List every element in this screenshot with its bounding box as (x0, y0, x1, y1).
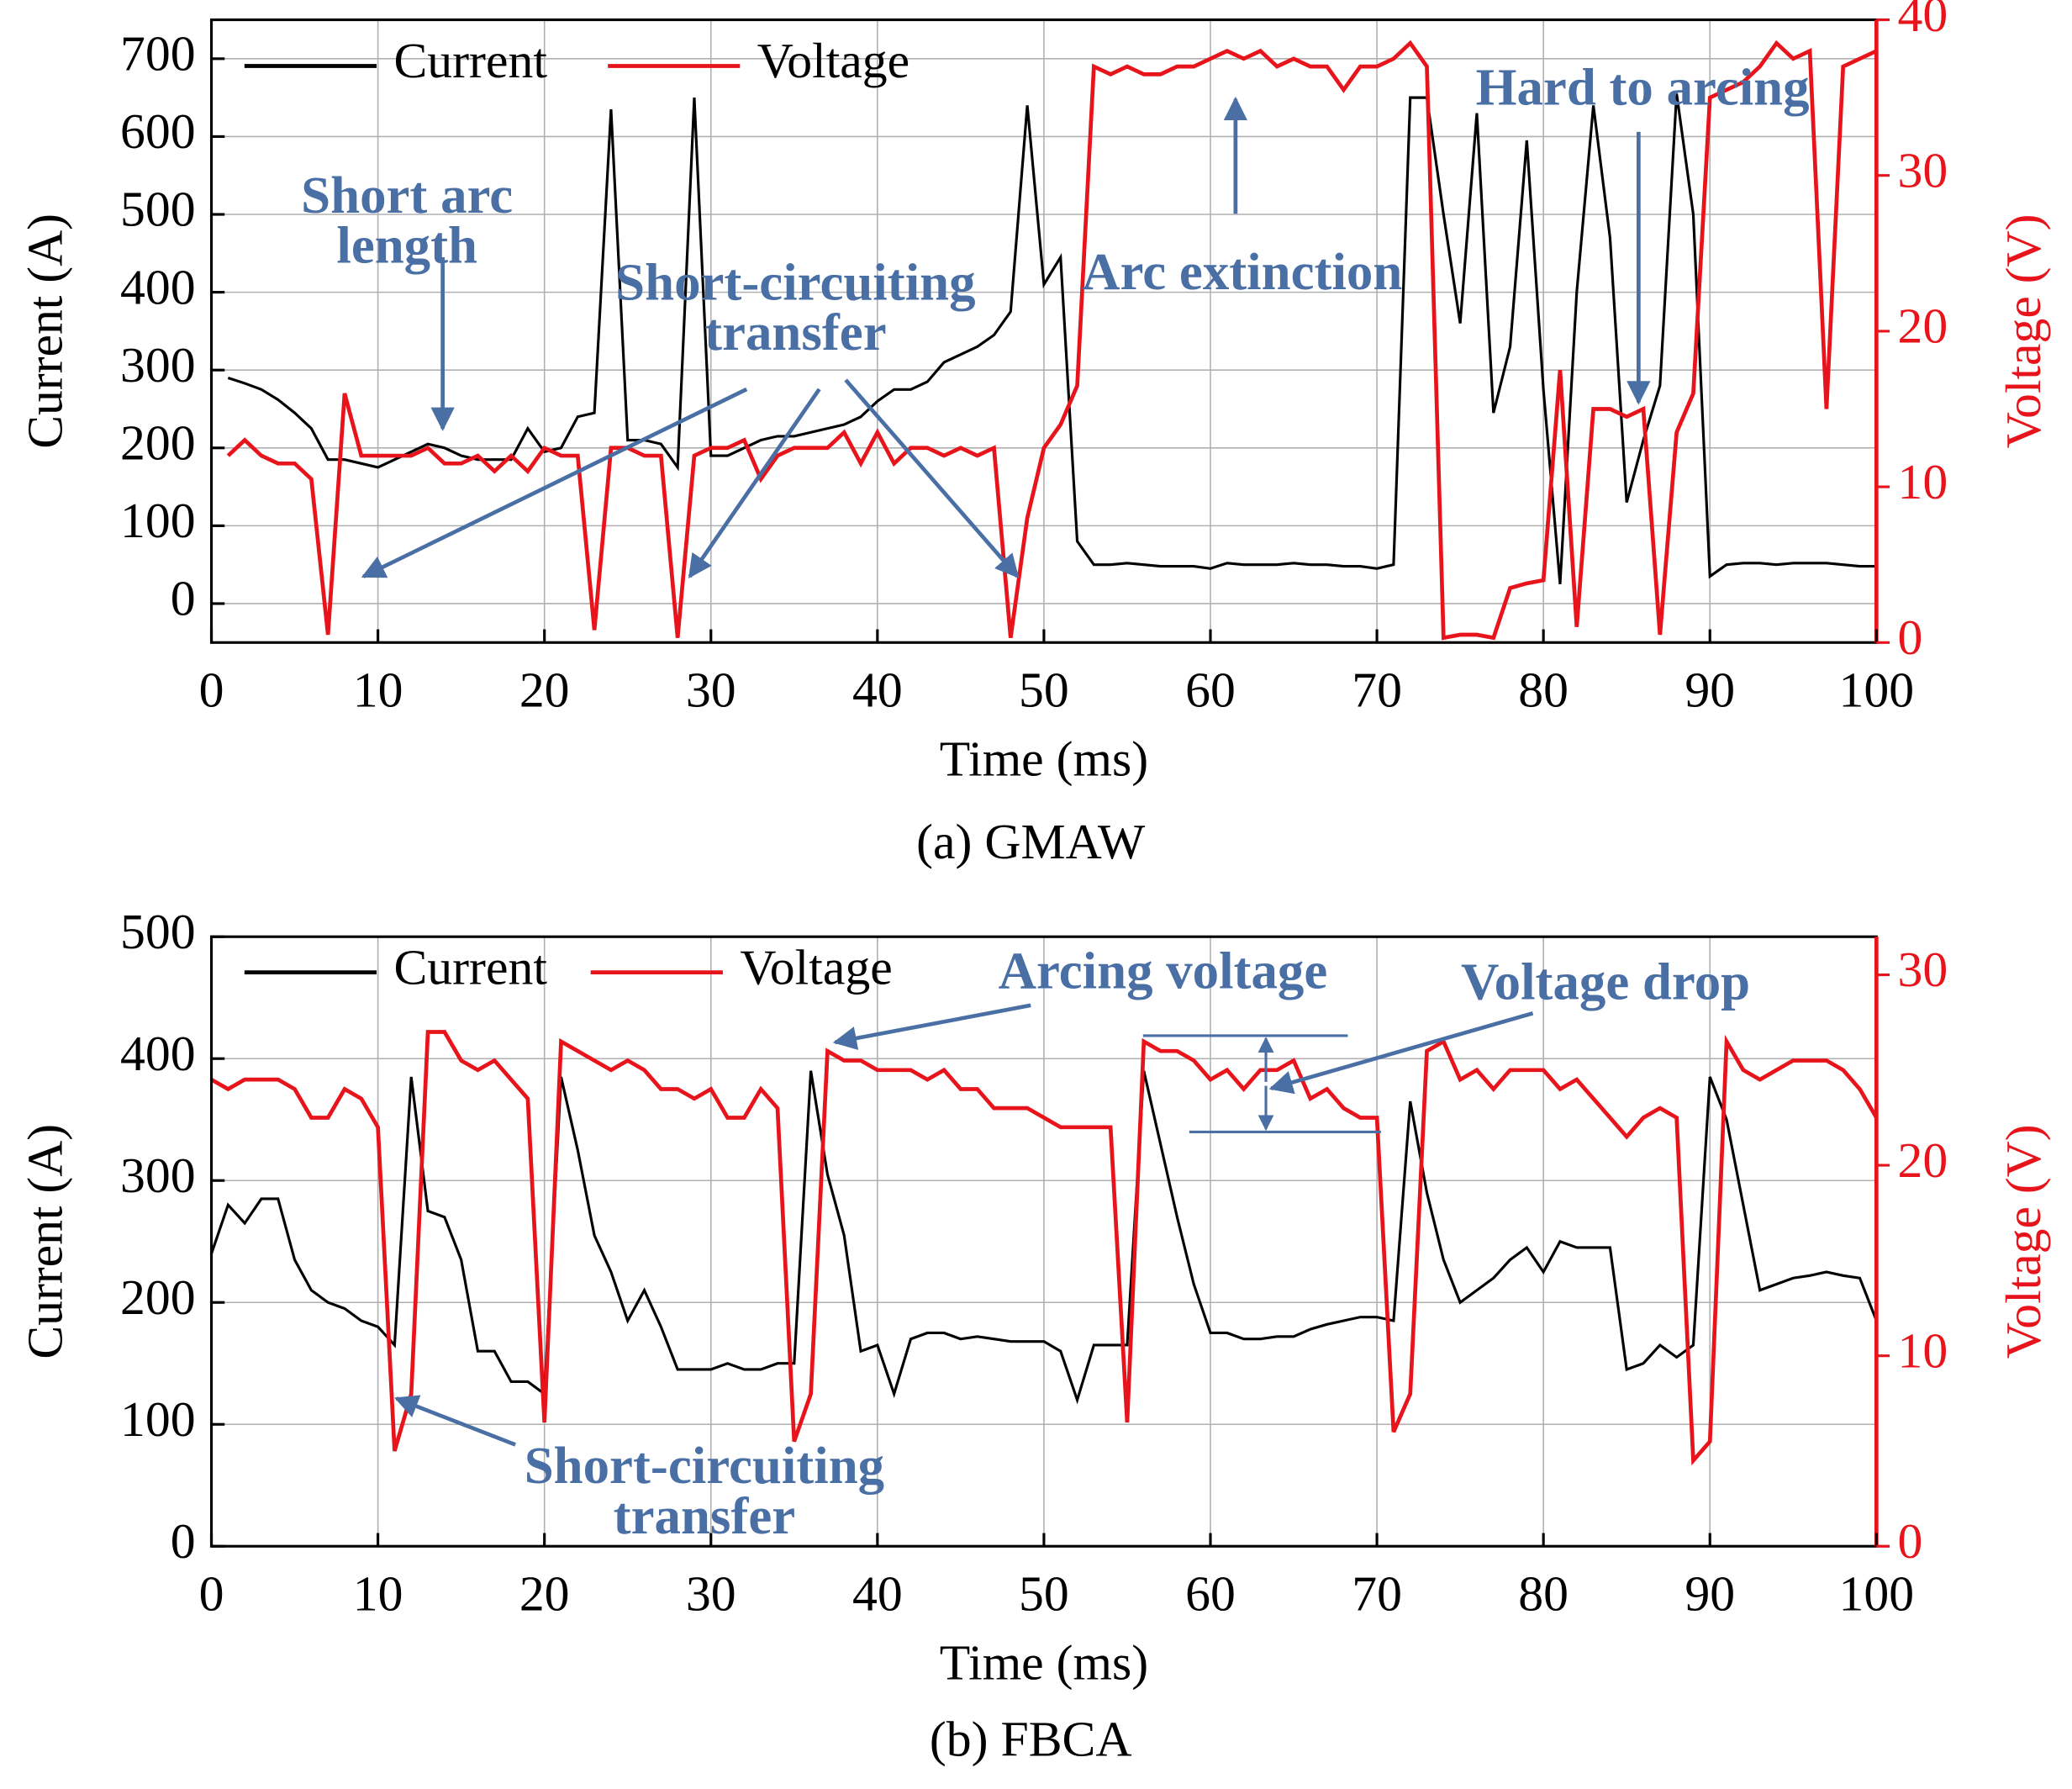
x-tick-label: 20 (519, 662, 570, 718)
y2-tick-label: 0 (1897, 610, 1922, 665)
y-axis-label: Current (A) (17, 1124, 72, 1359)
y2-tick-label: 20 (1897, 298, 1948, 354)
annotation-arrow (361, 387, 748, 578)
y-tick-label: 200 (120, 415, 196, 471)
series-line (226, 40, 1878, 641)
annotation-arrow (832, 1003, 1031, 1050)
annotation: Short-circuiting (615, 253, 975, 312)
y2-tick-label: 30 (1897, 142, 1948, 198)
series-line (210, 1030, 1879, 1466)
x-axis-label: Time (ms) (940, 731, 1148, 786)
annotation: Arcing voltage (999, 942, 1328, 1000)
x-tick-label: 90 (1684, 1566, 1735, 1622)
caption: (a) GMAW (916, 814, 1146, 869)
annotation: transfer (704, 303, 886, 361)
y-tick-label: 300 (120, 1148, 196, 1203)
annotation-arrow (1268, 1011, 1534, 1095)
series-line (210, 1070, 1878, 1405)
annotation: Voltage drop (1461, 952, 1750, 1011)
annotation-arrow (688, 388, 821, 579)
x-tick-label: 60 (1185, 1566, 1236, 1622)
annotation: transfer (614, 1486, 795, 1545)
x-axis-label: Time (ms) (940, 1634, 1148, 1690)
y-tick-label: 500 (120, 182, 196, 237)
y-axis-label: Current (A) (17, 214, 72, 449)
annotation-arrow (844, 378, 1020, 578)
y-tick-label: 700 (120, 26, 196, 82)
x-tick-label: 30 (686, 662, 736, 718)
y-tick-label: 400 (120, 259, 196, 314)
legend-label: Voltage (740, 939, 892, 995)
caption: (b) FBCA (930, 1711, 1132, 1766)
annotation: Short-circuiting (525, 1436, 884, 1495)
y-tick-label: 300 (120, 337, 196, 393)
legend-label: Current (393, 939, 547, 995)
y-tick-label: 0 (171, 571, 196, 626)
y2-tick-label: 10 (1897, 1322, 1948, 1378)
legend-label: Current (393, 33, 547, 88)
x-tick-label: 100 (1839, 662, 1915, 718)
legend-label: Voltage (757, 33, 909, 88)
y-tick-label: 400 (120, 1026, 196, 1081)
x-tick-label: 40 (852, 662, 903, 718)
x-tick-label: 20 (519, 1566, 570, 1622)
y-tick-label: 600 (120, 103, 196, 159)
x-tick-label: 70 (1352, 1566, 1402, 1622)
x-tick-label: 90 (1684, 662, 1735, 718)
x-tick-label: 70 (1352, 662, 1402, 718)
y2-tick-label: 20 (1897, 1132, 1948, 1188)
y-tick-label: 500 (120, 904, 196, 959)
y-tick-label: 200 (120, 1269, 196, 1325)
annotation-arrow (393, 1395, 516, 1447)
y-tick-label: 100 (120, 1391, 196, 1447)
x-tick-label: 50 (1019, 662, 1069, 718)
x-tick-label: 50 (1019, 1566, 1069, 1622)
annotation: Arc extinction (1082, 242, 1402, 301)
x-tick-label: 10 (353, 1566, 403, 1622)
y2-tick-label: 10 (1897, 454, 1948, 509)
x-tick-label: 40 (852, 1566, 903, 1622)
y2-axis-label: Voltage (V) (1996, 1124, 2051, 1359)
y2-tick-label: 0 (1897, 1513, 1922, 1569)
x-tick-label: 30 (686, 1566, 736, 1622)
y2-axis-label: Voltage (V) (1996, 214, 2051, 449)
annotation: Hard to arcing (1476, 57, 1810, 116)
x-tick-label: 0 (199, 662, 224, 718)
x-tick-label: 10 (353, 662, 403, 718)
annotation: length (336, 216, 477, 275)
x-tick-label: 80 (1518, 1566, 1568, 1622)
y-tick-label: 100 (120, 493, 196, 548)
x-tick-label: 100 (1839, 1566, 1915, 1622)
x-tick-label: 60 (1185, 662, 1236, 718)
series-line (227, 93, 1877, 584)
annotation: Short arc (301, 166, 513, 224)
y2-tick-label: 40 (1897, 0, 1948, 42)
x-tick-label: 80 (1518, 662, 1568, 718)
x-tick-label: 0 (199, 1566, 224, 1622)
y2-tick-label: 30 (1897, 942, 1948, 997)
y-tick-label: 0 (171, 1513, 196, 1569)
